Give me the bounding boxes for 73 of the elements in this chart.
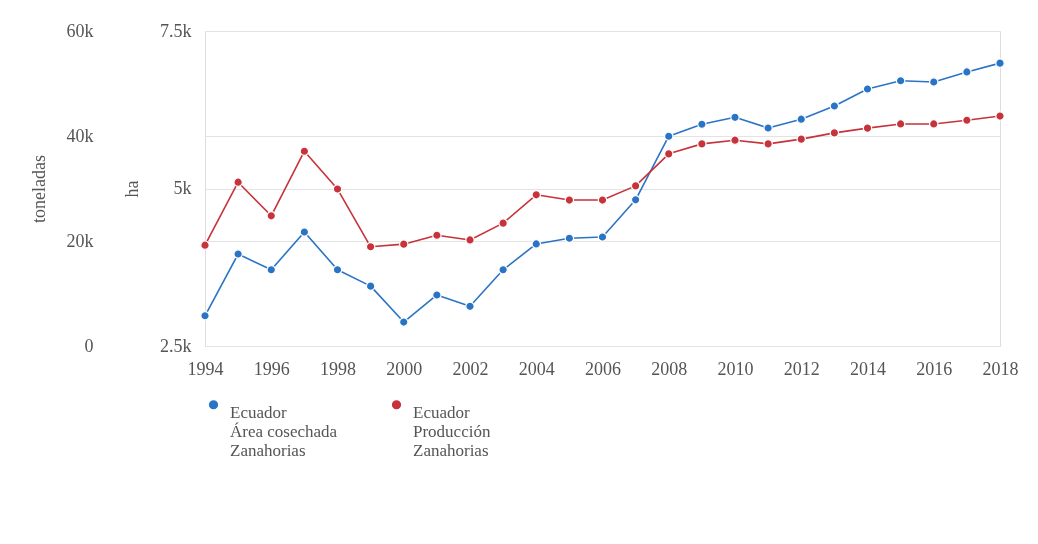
y2-tick-label: 5k [173,178,192,198]
y2-tick-label: 2.5k [160,335,192,356]
y-tick-label: 20k [66,230,94,251]
point [564,233,575,244]
x-tick-label: 2018 [982,358,1019,379]
point [763,139,773,149]
point [862,84,873,94]
point [299,227,310,237]
point [928,119,939,129]
y2-tick-label: 7.5k [160,20,192,41]
point [962,67,972,77]
point [796,134,807,144]
point [365,281,376,291]
point [432,290,442,300]
point [465,301,475,312]
point [829,128,840,138]
y-tick-label: 60k [66,20,94,41]
x-tick-label: 1994 [187,358,224,379]
point [299,146,310,156]
point [332,184,343,194]
point [829,101,840,111]
point [995,58,1005,68]
x-tick-label: 1998 [320,358,356,379]
x-tick-label: 2006 [585,358,621,379]
point [697,139,707,149]
y2-axis-title: ha [122,180,142,198]
x-tick-label: 2004 [518,358,555,379]
point [266,211,277,221]
point [365,242,376,252]
point [200,240,210,250]
point [730,135,740,145]
x-tick-label: 2008 [651,358,688,379]
x-tick-label: 2010 [717,358,754,379]
point [266,265,277,275]
point [730,112,740,123]
point [432,230,442,240]
point [697,119,707,130]
point [332,265,343,275]
point [498,265,508,275]
x-tick-label: 2016 [916,358,953,379]
x-tick-label: 2000 [386,358,423,379]
y-axis-title: toneladas [28,155,49,223]
point [398,239,409,249]
point [630,195,641,205]
point [200,310,210,321]
legend-label: Ecuador Área cosechada Zanahorias [230,402,338,460]
x-tick-label: 2002 [452,358,489,379]
y-tick-label: 0 [84,335,94,356]
legend-label: Ecuador Producción Zanahorias [413,402,491,460]
point [597,195,608,205]
point [962,115,972,126]
point [663,149,674,159]
point [663,131,674,141]
point [465,235,475,245]
x-tick-label: 2014 [850,358,886,379]
point [796,114,807,124]
point [233,177,243,187]
x-tick-label: 1996 [253,358,290,379]
point [564,195,575,205]
point [763,123,773,133]
point [895,119,906,129]
point [398,317,409,327]
point [630,181,641,191]
y-tick-label: 40k [66,125,94,146]
point [498,218,508,228]
point [995,111,1005,121]
point [928,77,939,87]
point [895,76,906,86]
point [233,249,243,259]
x-tick-label: 2012 [783,358,820,379]
point [531,239,542,249]
point [862,123,873,133]
point [531,190,542,200]
